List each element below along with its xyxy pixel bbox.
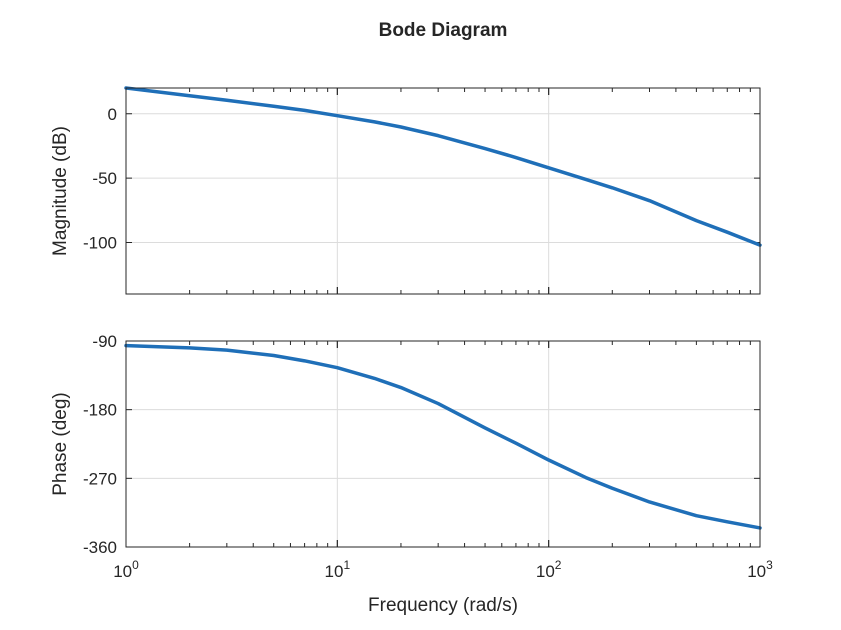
chart-title: Bode Diagram (379, 20, 508, 41)
magnitude-line (124, 86, 762, 247)
phase-y-tick-label: -270 (83, 469, 117, 488)
magnitude-y-tick-label: -50 (92, 169, 117, 188)
magnitude-plot-frame (125, 87, 761, 295)
phase-panel: -90 -180 -270 -360 Phase (deg) (50, 332, 762, 557)
phase-ylabel: Phase (deg) (50, 392, 71, 496)
magnitude-y-tick-label: -100 (83, 234, 117, 253)
magnitude-panel: 0 -50 -100 Magnitude (dB) (50, 86, 762, 295)
x-tick-label: 103 (747, 558, 773, 581)
phase-y-tick-label: -90 (92, 332, 117, 351)
magnitude-ylabel: Magnitude (dB) (50, 126, 71, 256)
x-tick-label: 101 (325, 558, 351, 581)
magnitude-plot-background (126, 88, 760, 294)
x-tick-label: 100 (113, 558, 139, 581)
phase-y-tick-label: -180 (83, 401, 117, 420)
phase-plot-frame (125, 340, 761, 548)
magnitude-grid (126, 88, 760, 294)
phase-grid (126, 341, 760, 547)
x-tick-label: 102 (536, 558, 562, 581)
magnitude-y-tick-label: 0 (108, 105, 117, 124)
x-tick-labels: 100 101 102 103 (113, 558, 773, 581)
magnitude-y-ticks: 0 -50 -100 (83, 105, 760, 253)
phase-y-tick-label: -360 (83, 538, 117, 557)
phase-plot-background (126, 341, 760, 547)
chart-xlabel: Frequency (rad/s) (368, 595, 518, 616)
phase-y-ticks: -90 -180 -270 -360 (83, 332, 760, 557)
phase-line (124, 343, 762, 530)
